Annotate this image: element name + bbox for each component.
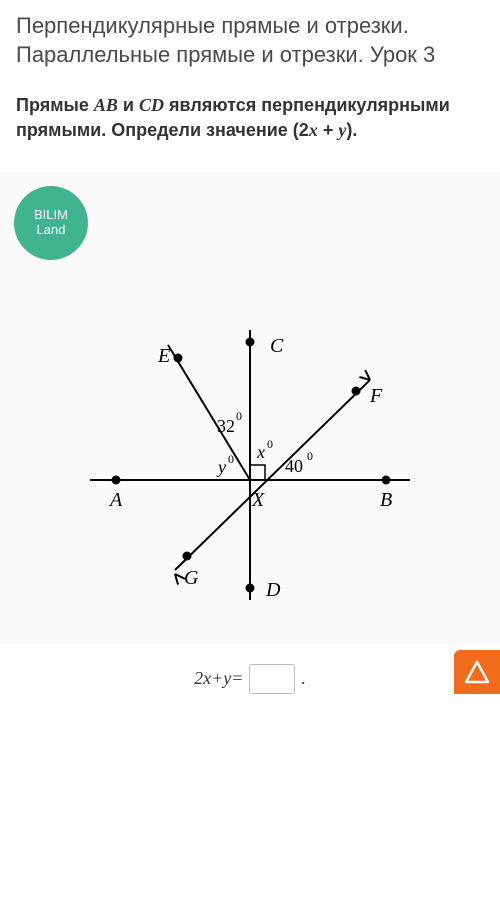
t: 2 [194,668,203,689]
svg-text:C: C [270,335,284,357]
svg-text:X: X [251,489,265,511]
t: Прямые [16,95,94,115]
svg-text:0: 0 [228,452,234,466]
ab: AB [94,95,118,115]
svg-text:y: y [216,457,226,477]
badge-line2: Land [37,223,66,238]
badge-line1: BILIM [34,208,68,223]
bilim-land-badge: BILIM Land [14,186,88,260]
svg-text:F: F [369,385,383,407]
t: . [301,668,306,689]
t: + [318,120,339,140]
y: y [223,668,231,689]
problem-text: Прямые AB и CD являются перпендикулярным… [16,93,484,143]
t: и [118,95,139,115]
svg-text:D: D [265,579,281,601]
x: x [203,668,211,689]
diagram-area: BILIM Land ECFABGDX320x0y0400 [0,172,500,644]
svg-text:0: 0 [236,409,242,423]
svg-text:G: G [184,567,199,589]
geometry-diagram: ECFABGDX320x0y0400 [60,270,440,630]
svg-text:E: E [157,345,170,367]
answer-row: 2x + y = . [0,644,500,694]
lesson-title: Перпендикулярные прямые и отрезки. Парал… [16,12,484,69]
svg-text:x: x [256,442,265,462]
cd: CD [139,95,164,115]
svg-text:A: A [108,489,123,511]
svg-text:40: 40 [285,456,303,476]
svg-text:B: B [380,489,392,511]
svg-text:0: 0 [307,449,313,463]
t: = [231,668,243,689]
warning-icon [464,659,490,685]
svg-text:32: 32 [217,416,235,436]
x: x [309,120,318,140]
t: ). [346,120,357,140]
t: + [211,668,223,689]
hint-button[interactable] [454,650,500,694]
answer-input[interactable] [249,664,295,694]
svg-text:0: 0 [267,437,273,451]
